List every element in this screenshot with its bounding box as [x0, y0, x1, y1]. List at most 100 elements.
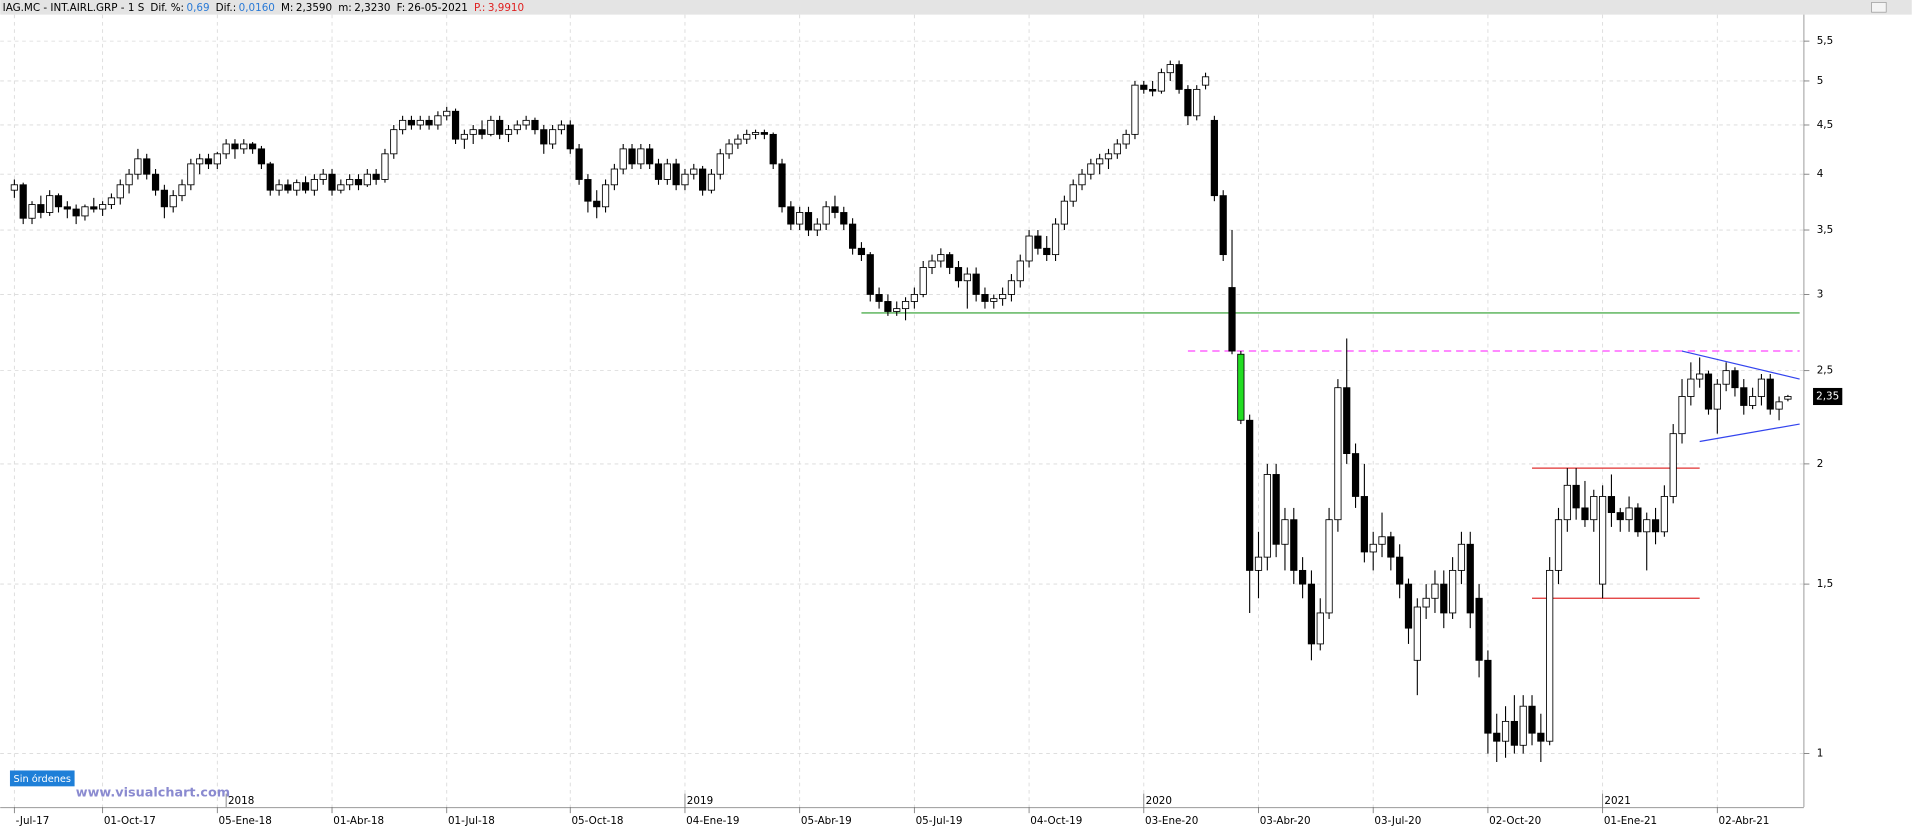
- y-tick-label: 2,5: [1817, 365, 1833, 377]
- candle-body: [1696, 373, 1704, 380]
- candle-body: [1175, 64, 1183, 90]
- candle-body: [187, 163, 195, 186]
- y-tick-label: 2: [1817, 458, 1824, 470]
- x-tick-label: 03-Jul-20: [1374, 815, 1421, 827]
- header-label: Dif. %:: [150, 2, 184, 14]
- candle-body: [1413, 606, 1421, 661]
- candle-body: [1228, 287, 1236, 352]
- candle-body: [1387, 536, 1395, 558]
- candle-body: [1378, 536, 1386, 545]
- candle-body: [372, 173, 380, 180]
- candle-body: [1166, 64, 1174, 74]
- x-tick-label: 04-Oct-19: [1030, 815, 1082, 827]
- y-tick-label: 3: [1817, 288, 1824, 300]
- candle-body: [681, 173, 689, 186]
- header-label: F:: [397, 2, 406, 14]
- candle-body: [760, 132, 768, 135]
- candle-body: [1351, 453, 1360, 497]
- candle-body: [1299, 569, 1307, 585]
- candle-body: [460, 133, 468, 140]
- candle-body: [1422, 597, 1430, 608]
- year-label: 2019: [687, 795, 713, 807]
- candle-body: [19, 184, 27, 219]
- candle-body: [407, 119, 416, 126]
- year-label: 2021: [1604, 795, 1630, 807]
- last-price-label: 2,35: [1816, 390, 1839, 402]
- candle-body: [363, 173, 371, 186]
- header-button[interactable]: [1871, 2, 1887, 13]
- candle-body: [151, 173, 160, 191]
- header-value: 2,3590: [296, 2, 332, 14]
- candle-body: [443, 110, 451, 117]
- candle-body: [284, 184, 292, 191]
- candle-body: [1060, 200, 1068, 225]
- candle-body: [1131, 84, 1139, 135]
- candle-body: [1184, 88, 1192, 117]
- candle-body: [337, 184, 345, 191]
- candle-body: [866, 254, 874, 295]
- y-tick-label: 1,5: [1817, 578, 1833, 590]
- candle-body: [919, 267, 927, 295]
- candle-body: [1113, 143, 1121, 155]
- status-badge[interactable]: [9, 770, 75, 787]
- candle-body: [610, 168, 618, 186]
- candle-body: [1466, 543, 1474, 614]
- y-tick-label: 4: [1817, 168, 1824, 180]
- candle-body: [1704, 373, 1713, 410]
- candle-body: [54, 195, 63, 208]
- candle-body: [1493, 732, 1501, 742]
- x-tick-label: 05-Abr-19: [801, 815, 852, 827]
- candle-body: [522, 119, 530, 126]
- candle-body: [1775, 401, 1783, 410]
- candle-body: [346, 179, 354, 186]
- x-tick-label: -Jul-17: [16, 815, 50, 827]
- candle-body: [266, 163, 274, 191]
- x-tick-label: 05-Oct-18: [571, 815, 623, 827]
- candle-body: [1272, 474, 1280, 545]
- candle-body: [646, 148, 654, 165]
- candle-body: [813, 223, 821, 231]
- candle-body: [725, 143, 733, 155]
- candle-body: [1740, 387, 1748, 406]
- candle-body: [946, 254, 954, 268]
- candle-body: [504, 129, 513, 135]
- candle-body: [116, 184, 124, 199]
- candle-body: [478, 129, 486, 135]
- candle-body: [1069, 184, 1077, 202]
- candle-body: [1687, 378, 1695, 397]
- candle-body: [1193, 88, 1201, 117]
- candle-body: [690, 168, 698, 175]
- candle-body: [1078, 173, 1086, 186]
- candle-body: [28, 204, 36, 219]
- candle-body: [1025, 235, 1033, 262]
- candle-body: [884, 301, 892, 312]
- candle-body: [1149, 88, 1157, 92]
- candle-body: [593, 200, 601, 208]
- candle-body: [196, 158, 204, 165]
- candle-body: [601, 184, 610, 208]
- candle-body: [381, 153, 389, 180]
- candle-body: [1263, 474, 1271, 558]
- candle-body: [1307, 583, 1316, 645]
- candle-body: [1051, 223, 1060, 256]
- candle-body: [90, 206, 98, 210]
- status-text: Sin órdenes: [14, 773, 71, 785]
- trend-line: [1681, 350, 1800, 380]
- candle-body: [1246, 419, 1254, 571]
- candle-body: [310, 179, 318, 191]
- candle-body: [893, 308, 901, 312]
- header-symbol: IAG.MC - INT.AIRL.GRP - 1 S: [3, 2, 145, 14]
- candle-body: [1484, 659, 1492, 734]
- x-tick-label: 01-Abr-18: [333, 815, 384, 827]
- candle-body: [716, 153, 724, 175]
- candle-body: [963, 273, 971, 282]
- candle-body: [160, 189, 168, 208]
- candle-body: [875, 294, 883, 302]
- candle-body: [1669, 433, 1677, 497]
- candle-body: [901, 301, 910, 310]
- candle-body: [796, 212, 804, 225]
- candle-body: [143, 158, 151, 175]
- candle-body: [981, 294, 989, 302]
- candle-body: [972, 273, 980, 295]
- candle-body: [1007, 280, 1016, 295]
